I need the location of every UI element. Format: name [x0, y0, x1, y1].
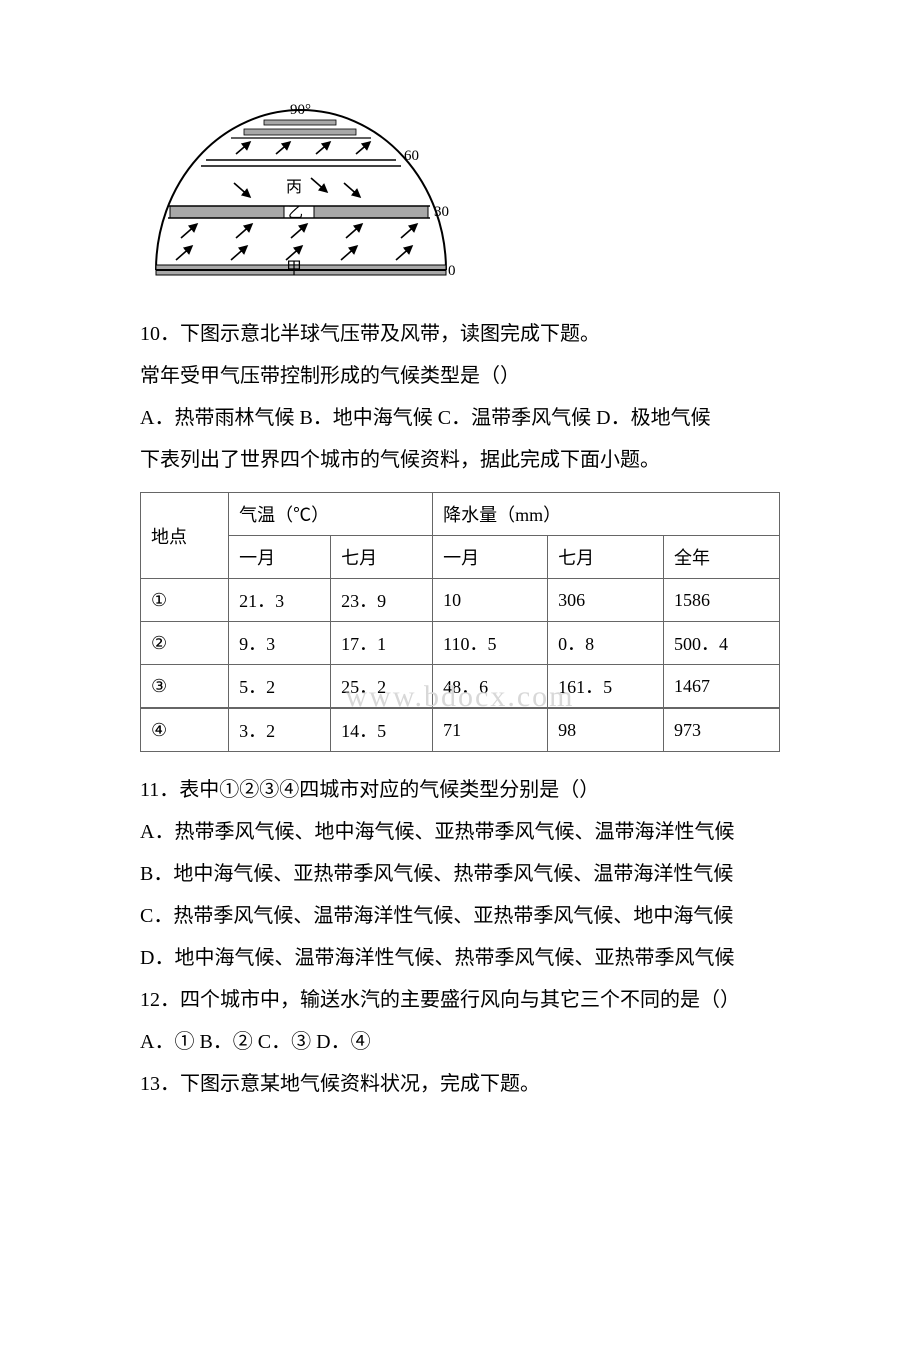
cell-p-jul: 306: [548, 579, 664, 622]
table-row: ④ 3．2 14．5 71 98 973: [141, 709, 780, 752]
cell-t-jan: 3．2: [229, 709, 331, 752]
climate-data-table: 地点 气温（℃） 降水量（mm） 一月 七月 一月 七月 全年 ① 21．3 2…: [140, 492, 780, 752]
cell-p-jul: 98: [548, 709, 664, 752]
q13-prompt: 13．下图示意某地气候资料状况，完成下题。: [140, 1064, 780, 1104]
q11-opt-a: A．热带季风气候、地中海气候、亚热带季风气候、温带海洋性气候: [140, 812, 780, 852]
bottom-padding: [140, 1106, 780, 1306]
cell-p-jan: 71: [433, 709, 548, 752]
cell-loc: ②: [141, 622, 229, 665]
cell-p-jan: 110．5: [433, 622, 548, 665]
col-t-jul: 七月: [331, 536, 433, 579]
cell-t-jul: 23．9: [331, 579, 433, 622]
bing-label: 丙: [286, 179, 302, 196]
cell-t-jul: 17．1: [331, 622, 433, 665]
cell-t-jan: 9．3: [229, 622, 331, 665]
pressure-belt-figure: 甲 乙 丙: [146, 100, 780, 290]
q10-options: A．热带雨林气候 B．地中海气候 C．温带季风气候 D．极地气候: [140, 398, 780, 438]
table-intro: 下表列出了世界四个城市的气候资料，据此完成下面小题。: [140, 440, 780, 480]
cell-t-jan: 21．3: [229, 579, 331, 622]
q11-opt-d: D．地中海气候、温带海洋性气候、热带季风气候、亚热带季风气候: [140, 938, 780, 978]
jia-label: 甲: [286, 260, 302, 277]
cell-p-jan: 10: [433, 579, 548, 622]
lat-30: 30: [434, 204, 449, 220]
lat-60: 60: [404, 148, 419, 164]
lat-90: 90°: [290, 102, 311, 118]
q11-prompt: 11．表中①②③④四城市对应的气候类型分别是（）: [140, 770, 780, 810]
table-row: ② 9．3 17．1 110．5 0．8 500．4: [141, 622, 780, 665]
q11-opt-c: C．热带季风气候、温带海洋性气候、亚热带季风气候、地中海气候: [140, 896, 780, 936]
q11-opt-b: B．地中海气候、亚热带季风气候、热带季风气候、温带海洋性气候: [140, 854, 780, 894]
mid-cell: 丙: [234, 178, 360, 197]
table-header-row-2: 一月 七月 一月 七月 全年: [141, 536, 780, 579]
upper-cell-arrows: [236, 142, 370, 154]
top-band-2: [264, 120, 336, 125]
cell-t-jul: 14．5: [331, 709, 433, 752]
col-p-yr: 全年: [664, 536, 780, 579]
cell-p-jul: 0．8: [548, 622, 664, 665]
table-row: ① 21．3 23．9 10 306 1586: [141, 579, 780, 622]
lat-0: 0: [448, 263, 456, 279]
col-t-jan: 一月: [229, 536, 331, 579]
cell-p-yr: 500．4: [664, 622, 780, 665]
q10-prompt: 常年受甲气压带控制形成的气候类型是（）: [140, 356, 780, 396]
table-header-row-1: 地点 气温（℃） 降水量（mm）: [141, 493, 780, 536]
col-p-jan: 一月: [433, 536, 548, 579]
cell-p-yr: 1586: [664, 579, 780, 622]
q12-prompt: 12．四个城市中，输送水汽的主要盛行风向与其它三个不同的是（）: [140, 980, 780, 1020]
col-p-jul: 七月: [548, 536, 664, 579]
col-location: 地点: [141, 493, 229, 579]
cell-p-yr: 973: [664, 709, 780, 752]
pressure-belt-svg: 甲 乙 丙: [146, 100, 456, 290]
q12-options: A．① B．② C．③ D．④: [140, 1022, 780, 1062]
col-temperature: 气温（℃）: [229, 493, 433, 536]
cell-loc: ④: [141, 709, 229, 752]
q10-lead: 10．下图示意北半球气压带及风带，读图完成下题。: [140, 314, 780, 354]
lower-cell-arrows: [176, 224, 417, 260]
col-precipitation: 降水量（mm）: [433, 493, 780, 536]
top-band-1: [244, 129, 356, 135]
cell-loc: ①: [141, 579, 229, 622]
